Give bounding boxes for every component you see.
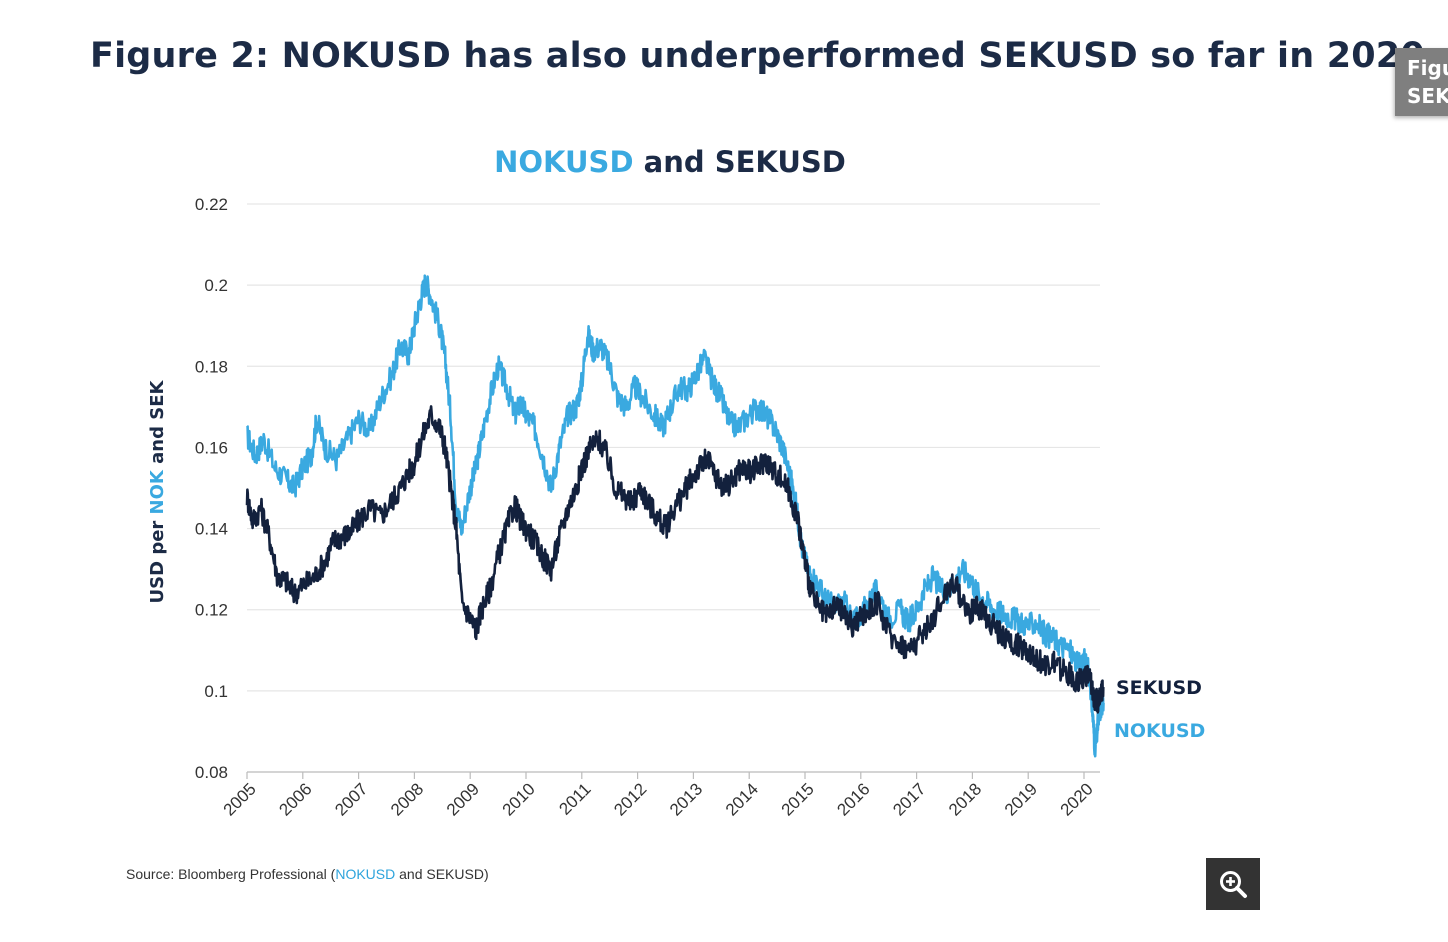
y-tick-label: 0.1 [204,682,228,701]
zoom-in-icon [1220,871,1247,898]
chart-title-rest: and SEKUSD [634,145,846,179]
side-panel-tab[interactable]: Figu SEK [1395,48,1448,116]
x-tick-label: 2013 [666,779,706,819]
x-tick-label: 2017 [889,779,929,819]
y-tick-label: 0.18 [195,357,228,376]
grid-lines [247,203,1100,773]
side-tab-line2: SEK [1407,84,1448,108]
x-tick-label: 2006 [275,779,315,819]
source-suffix: and SEKUSD) [395,866,489,882]
x-tick-labels: 2005 2006 2007 2008 2009 2010 2011 2012 2013 2014… [220,772,1097,820]
series-lines [245,274,1105,758]
x-tick-label: 2010 [499,779,539,819]
x-tick-label: 2016 [833,779,873,819]
y-tick-label: 0.16 [195,438,228,457]
series-line-nokusd [246,274,1105,758]
series-line-sekusd [245,405,1105,714]
x-tick-label: 2020 [1057,779,1097,819]
chart-title: NOKUSD and SEKUSD [494,145,846,179]
x-tick-label: 2009 [443,779,483,819]
x-tick-label: 2018 [945,779,985,819]
y-axis-label: USD per NOK and SEK [147,379,168,603]
y-tick-label: 0.14 [195,520,228,539]
y-tick-labels: 0.08 0.1 0.12 0.14 0.16 0.18 0.2 0.22 [195,195,228,782]
x-tick-label: 2011 [555,779,594,818]
y-axis-label-part1: USD per [147,514,168,603]
y-axis-label-nok: NOK [147,469,168,514]
end-labels: SEKUSD NOKUSD [1114,677,1205,742]
y-tick-label: 0.08 [195,763,228,782]
y-tick-label: 0.22 [195,195,228,214]
end-label-sekusd: SEKUSD [1116,677,1202,699]
x-tick-label: 2008 [387,779,427,819]
x-tick-label: 2019 [1001,779,1041,819]
end-label-nokusd: NOKUSD [1114,720,1205,742]
source-note: Source: Bloomberg Professional (NOKUSD a… [126,866,489,882]
x-tick-label: 2007 [331,779,371,819]
source-nok: NOKUSD [335,866,396,882]
x-tick-label: 2005 [220,779,260,819]
y-tick-label: 0.2 [204,276,228,295]
source-prefix: Source: Bloomberg Professional ( [126,866,336,882]
x-tick-label: 2012 [610,779,650,819]
x-tick-label: 2015 [778,779,818,819]
y-axis-label-part3: and SEK [147,379,168,470]
figure-heading: Figure 2: NOKUSD has also underperformed… [90,36,1425,76]
zoom-button[interactable] [1206,858,1260,910]
side-tab-line1: Figu [1407,56,1448,80]
x-tick-label: 2014 [722,779,762,819]
chart-title-nok: NOKUSD [494,145,633,179]
y-tick-label: 0.12 [195,601,228,620]
